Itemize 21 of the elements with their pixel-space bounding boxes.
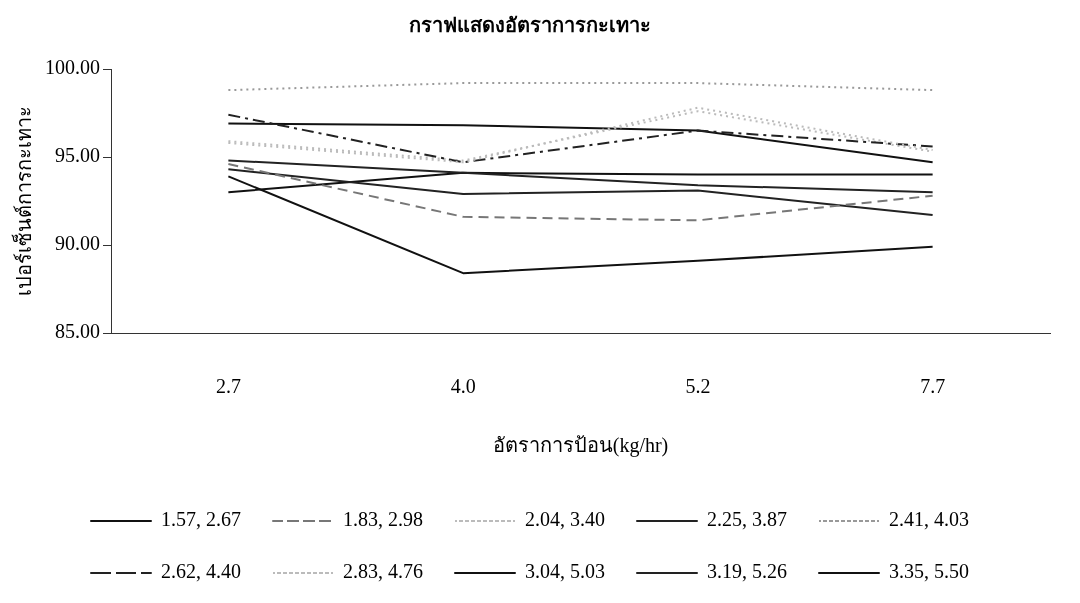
y-tick-label: 95.00 <box>55 144 100 167</box>
legend-label: 2.83, 4.76 <box>343 560 423 583</box>
x-axis-title: อัตราการป้อน(kg/hr) <box>492 434 669 458</box>
x-tick-label: 2.7 <box>215 375 241 398</box>
legend-label: 1.57, 2.67 <box>161 508 241 531</box>
x-tick-label: 5.2 <box>685 375 711 398</box>
y-tick-label: 90.00 <box>55 232 100 255</box>
x-tick-label: 4.0 <box>450 375 476 398</box>
legend-label: 3.19, 5.26 <box>707 560 787 583</box>
x-tick-label: 7.7 <box>920 375 946 398</box>
legend-label: 3.35, 5.50 <box>889 560 969 583</box>
chart-title: กราฟแสดงอัตราการกะเทาะ <box>409 14 651 37</box>
legend-label: 2.25, 3.87 <box>707 508 787 531</box>
legend-label: 2.41, 4.03 <box>889 508 969 531</box>
y-tick-label: 85.00 <box>55 320 100 343</box>
y-tick-label: 100.00 <box>45 56 100 79</box>
y-axis-title: เปอร์เซ็นต์การกะเทาะ <box>11 106 36 296</box>
legend-label: 2.62, 4.40 <box>161 560 241 583</box>
legend-label: 3.04, 5.03 <box>525 560 605 583</box>
legend-label: 2.04, 3.40 <box>525 508 605 531</box>
legend-label: 1.83, 2.98 <box>343 508 423 531</box>
